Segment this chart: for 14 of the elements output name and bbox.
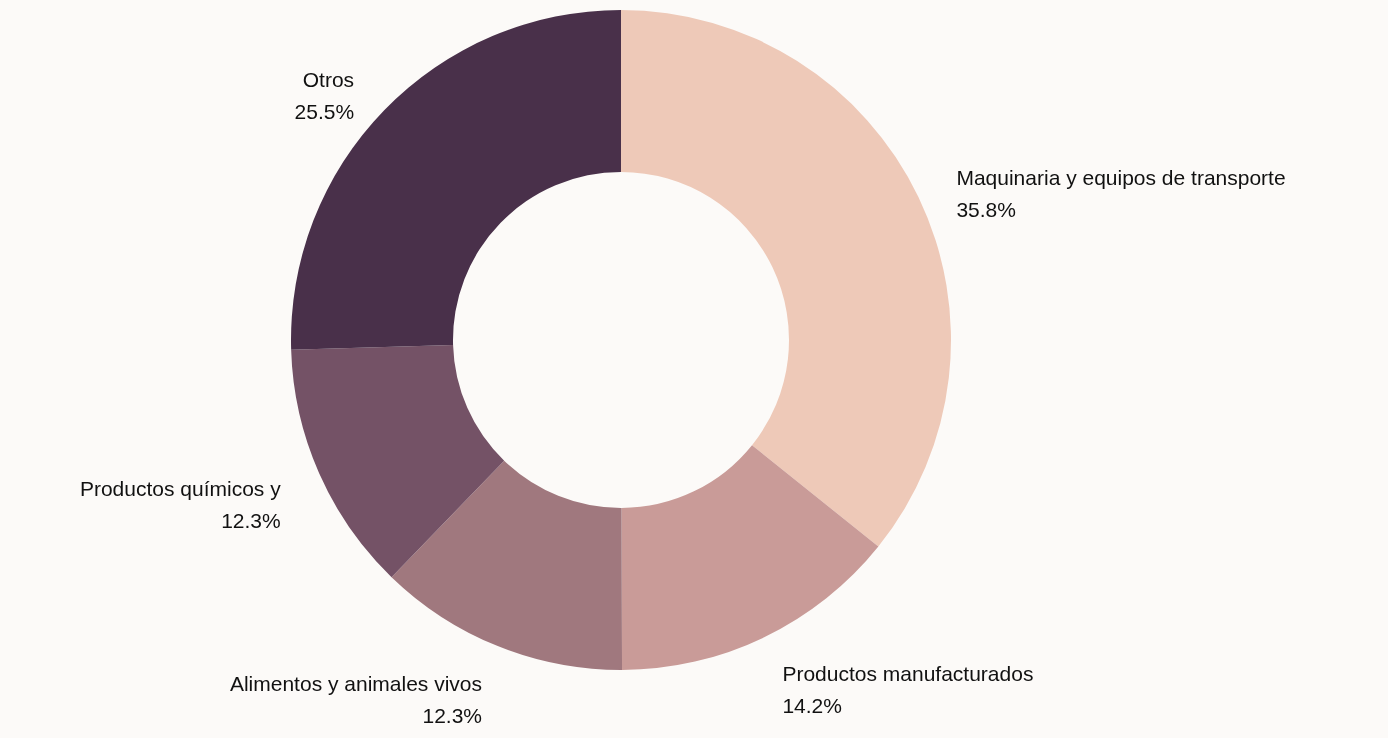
slice-label: Productos manufacturados	[782, 662, 1034, 686]
slice-label: Otros	[302, 67, 355, 91]
slice-label: Productos químicos y	[79, 477, 282, 501]
data-label: 35.8%	[956, 198, 1016, 222]
donut-slice	[391, 460, 623, 670]
donut-slice	[291, 345, 505, 578]
data-label: 12.3%	[422, 704, 483, 728]
slice-label: Alimentos y animales vivos	[229, 672, 483, 696]
slice-label: Maquinaria y equipos de transporte	[956, 166, 1286, 190]
data-label: 25.5%	[294, 99, 355, 123]
donut-slice	[291, 10, 621, 350]
data-label: 14.2%	[782, 694, 842, 718]
donut-slice	[621, 10, 951, 547]
data-label: 12.3%	[221, 509, 281, 533]
